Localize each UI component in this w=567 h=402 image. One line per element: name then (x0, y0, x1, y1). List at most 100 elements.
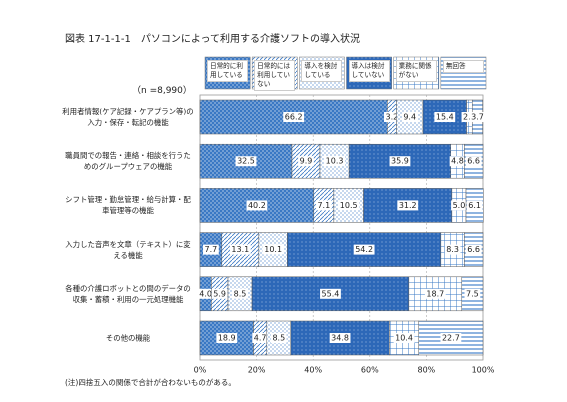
value-label: 18.7 (426, 289, 444, 298)
value-label-group: 10.1 (262, 244, 284, 255)
category-label: 入力した音声を文章（テキスト）に変える機能 (65, 239, 191, 260)
value-label-group: 31.2 (397, 200, 419, 211)
value-label-bg (203, 244, 219, 255)
value-label-group: 54.2 (353, 244, 375, 255)
value-label-group: 15.4 (434, 112, 456, 122)
legend-label: 無回答 (442, 60, 484, 73)
value-label: 4.0 (199, 289, 212, 298)
value-label-bg (466, 200, 483, 211)
value-label: 2.0 (463, 113, 476, 122)
value-label-bg (449, 156, 466, 167)
value-label-bg (235, 156, 257, 167)
x-tick-label: 0% (194, 366, 207, 375)
value-label-bg (440, 333, 462, 343)
value-label-group: 5.9 (211, 288, 228, 299)
value-label: 34.8 (331, 334, 349, 343)
value-label: 66.2 (285, 113, 303, 122)
value-label: 55.4 (322, 289, 340, 298)
value-label-bg (444, 244, 461, 255)
category-label: シフト管理・勤怠管理・給与計算・配車管理等の機能 (65, 195, 191, 216)
value-label-group: 55.4 (320, 288, 341, 299)
value-label-group: 40.2 (246, 200, 268, 211)
value-label: 7.7 (205, 245, 218, 254)
value-label: 5.9 (213, 289, 226, 298)
value-label-group: 4.7 (252, 333, 269, 343)
category-label: 利用者情報(ケア記録・ケアプラン等)の入力・保存・転記の機能 (62, 107, 194, 127)
legend-label: 日常的には利用していない (254, 60, 296, 91)
x-tick-label: 60% (361, 366, 379, 375)
value-label-bg (329, 333, 351, 343)
value-label: 6.6 (467, 157, 480, 166)
value-label: 8.5 (234, 289, 247, 298)
value-label-bg (315, 200, 332, 211)
value-label: 7.1 (317, 201, 330, 210)
value-label-group: 6.6 (465, 156, 482, 167)
legend-label: 業務に関係がない (395, 60, 437, 82)
value-label: 9.4 (403, 113, 416, 122)
value-label-bg (424, 288, 446, 299)
value-label-bg (252, 333, 269, 343)
value-label: 9.9 (300, 157, 313, 166)
value-label: 40.2 (248, 201, 266, 210)
value-label-bg (401, 112, 418, 122)
value-label: 10.1 (264, 245, 282, 254)
value-label-bg (451, 200, 467, 211)
value-label-bg (353, 244, 375, 255)
value-label-group: 66.2 (283, 112, 305, 122)
value-label: 4.7 (254, 334, 267, 343)
value-label-bg (469, 112, 486, 122)
value-label: 10.4 (395, 334, 413, 343)
value-label-bg (338, 200, 360, 211)
value-label-bg (465, 156, 482, 167)
value-label-group: 6.6 (465, 244, 482, 255)
value-label-bg (283, 112, 305, 122)
value-label-bg (465, 244, 482, 255)
value-label-group: 35.9 (389, 156, 411, 167)
plot-frame (199, 94, 484, 361)
value-label-group: 13.1 (229, 244, 251, 255)
legend-label: 日常的に利用している (207, 60, 249, 82)
value-label: 5.0 (453, 201, 466, 210)
value-label-group: 7.5 (464, 288, 481, 299)
value-label-group: 34.8 (329, 333, 351, 343)
value-label-group: 7.7 (203, 244, 219, 255)
value-label-bg (246, 200, 268, 211)
value-label-group: 4.8 (449, 156, 466, 167)
value-label-bg (232, 288, 248, 299)
value-label-group: 10.4 (393, 333, 415, 343)
value-label-group: 9.4 (401, 112, 418, 122)
category-label: 各種の介護ロボットとの間のデータの収集・蓄積・利用の一元処理機能 (65, 283, 191, 304)
bar-segment (396, 99, 424, 135)
value-label-bg (397, 200, 419, 211)
value-label: 31.2 (399, 201, 417, 210)
value-label-group: 10.3 (324, 156, 345, 167)
value-label: 3.2 (386, 113, 399, 122)
value-label: 13.1 (231, 245, 249, 254)
category-label: 職員間での報告・連絡・相談を行うためのグループウェアの機能 (65, 151, 191, 172)
value-label: 35.9 (391, 157, 409, 166)
value-label: 54.2 (355, 245, 373, 254)
value-label: 22.7 (442, 334, 460, 343)
value-label-group: 8.5 (232, 288, 248, 299)
value-label-group: 2.0 (461, 112, 478, 122)
sample-size: （n =8,990） (132, 86, 192, 96)
value-label-bg (262, 244, 284, 255)
value-label-group: 9.9 (298, 156, 314, 167)
value-label-group: 3.7 (469, 112, 486, 122)
value-label-bg (270, 333, 287, 343)
value-label: 18.9 (218, 334, 236, 343)
x-tick-label: 100% (472, 366, 495, 375)
value-label-bg (461, 112, 478, 122)
x-tick-label: 20% (248, 366, 266, 375)
value-label: 4.8 (451, 157, 464, 166)
value-label: 6.1 (468, 201, 481, 210)
value-label: 15.4 (436, 113, 454, 122)
value-label: 6.6 (467, 245, 480, 254)
value-label-bg (298, 156, 314, 167)
value-label-bg (211, 288, 228, 299)
value-label-group: 18.7 (424, 288, 446, 299)
value-label-bg (216, 333, 238, 343)
value-label-group: 18.9 (216, 333, 238, 343)
value-label-bg (229, 244, 251, 255)
value-label-group: 7.1 (315, 200, 332, 211)
